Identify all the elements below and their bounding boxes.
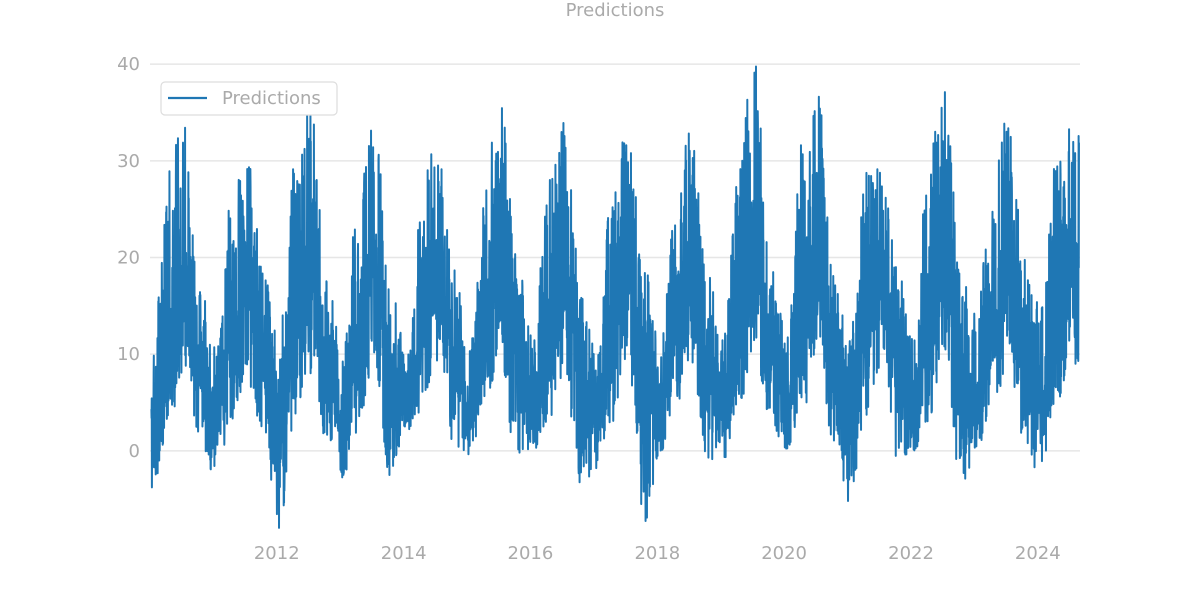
x-tick-label: 2024 [1015, 543, 1061, 564]
x-tick-label: 2016 [508, 543, 554, 564]
legend: Predictions [160, 81, 338, 116]
x-tick-label: 2012 [254, 543, 300, 564]
x-tick-label: 2014 [381, 543, 427, 564]
y-tick-label: 10 [117, 344, 140, 365]
series-line-predictions [150, 65, 1080, 529]
y-tick-label: 0 [129, 441, 140, 462]
chart-title: Predictions [566, 0, 665, 21]
series-predictions [150, 65, 1080, 529]
y-tick-label: 40 [117, 54, 140, 75]
y-tick-label: 20 [117, 248, 140, 269]
x-tick-label: 2018 [634, 543, 680, 564]
y-tick-label: 30 [117, 151, 140, 172]
legend-label-predictions: Predictions [222, 88, 321, 109]
y-axis-ticks: 0 10 20 30 40 [117, 54, 140, 462]
x-tick-label: 2020 [761, 543, 807, 564]
x-axis-ticks: 2012 2014 2016 2018 2020 2022 2024 [254, 543, 1061, 564]
x-tick-label: 2022 [888, 543, 934, 564]
legend-box [160, 81, 338, 116]
